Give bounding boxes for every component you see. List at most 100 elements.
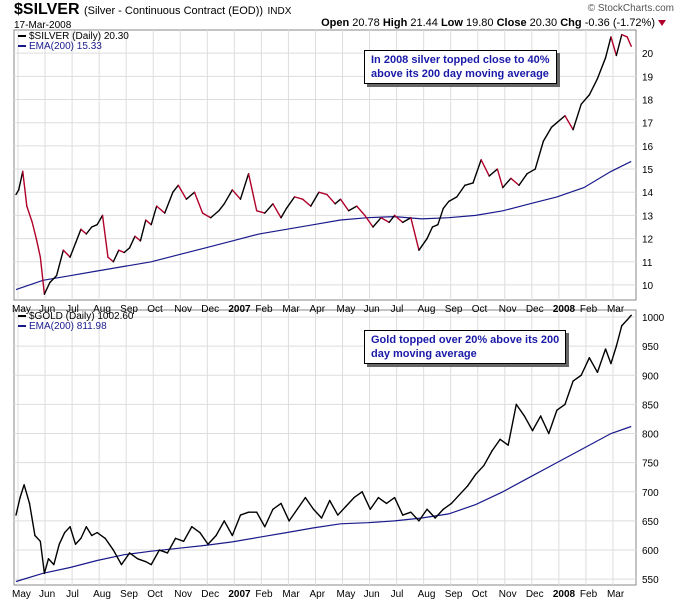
silver-price-segment xyxy=(464,182,474,186)
silver-price-segment xyxy=(69,242,77,258)
gold-price-segment xyxy=(199,531,209,545)
gold-y-tick-label: 900 xyxy=(642,371,659,382)
gold-price-segment xyxy=(442,502,453,510)
gold-price-segment xyxy=(58,531,66,545)
gold-price-segment xyxy=(128,552,139,560)
gold-price-segment xyxy=(174,537,185,543)
silver-x-tick-label: 2008 xyxy=(553,304,576,315)
gold-y-tick-label: 750 xyxy=(642,459,659,470)
gold-price-segment xyxy=(353,491,363,499)
gold-x-tick-label: Nov xyxy=(499,589,517,600)
silver-y-tick-label: 20 xyxy=(642,49,654,60)
gold-price-segment xyxy=(91,531,98,537)
silver-price-segment xyxy=(442,200,450,210)
gold-price-segment xyxy=(539,415,550,435)
gold-price-segment xyxy=(207,534,217,545)
silver-price-segment xyxy=(626,36,632,47)
silver-x-tick-label: Jun xyxy=(364,304,380,315)
gold-price-segment xyxy=(320,499,331,519)
silver-x-tick-label: Sep xyxy=(445,304,463,315)
silver-x-tick-label: Nov xyxy=(499,304,517,315)
gold-price-segment xyxy=(304,496,315,510)
silver-price-segment xyxy=(372,217,382,228)
quote-summary: Open 20.78 High 21.44 Low 19.80 Close 20… xyxy=(321,17,666,29)
silver-y-tick-label: 14 xyxy=(642,188,654,199)
silver-price-segment xyxy=(564,115,574,131)
gold-price-segment xyxy=(475,464,485,476)
gold-price-segment xyxy=(604,348,612,365)
silver-price-segment xyxy=(264,203,274,214)
gold-price-segment xyxy=(158,549,169,554)
gold-price-segment xyxy=(621,319,628,327)
gold-price-segment xyxy=(47,558,55,566)
silver-price-segment xyxy=(123,247,131,254)
silver-price-segment xyxy=(604,36,612,59)
gold-price-segment xyxy=(507,403,518,446)
silver-price-segment xyxy=(239,172,250,200)
silver-x-tick-label: Dec xyxy=(526,304,544,315)
gold-price-segment xyxy=(255,511,266,528)
gold-price-segment xyxy=(28,502,36,537)
gold-price-segment xyxy=(426,508,436,519)
silver-x-tick-label: Jul xyxy=(391,304,404,315)
gold-price-segment xyxy=(531,415,542,432)
silver-price-segment xyxy=(134,235,142,242)
silver-y-tick-label: 13 xyxy=(642,211,654,222)
gold-price-segment xyxy=(450,493,461,505)
gold-price-segment xyxy=(191,526,201,534)
silver-price-segment xyxy=(285,196,296,210)
gold-x-tick-label: Dec xyxy=(526,589,544,600)
silver-x-tick-label: Dec xyxy=(201,304,219,315)
stockcharts-credit: © StockCharts.com xyxy=(587,3,674,14)
silver-price-segment xyxy=(164,191,174,214)
gold-price-segment xyxy=(120,552,131,566)
silver-price-segment xyxy=(556,115,566,124)
silver-price-segment xyxy=(502,177,512,189)
silver-y-tick-label: 11 xyxy=(642,258,653,269)
silver-price-segment xyxy=(410,217,420,251)
gold-price-segment xyxy=(296,496,307,510)
gold-price-segment xyxy=(63,526,71,534)
silver-price-segment xyxy=(447,196,458,203)
low-value: 19.80 xyxy=(466,17,494,29)
silver-x-tick-label: Jul xyxy=(66,304,79,315)
gold-price-segment xyxy=(483,450,493,467)
silver-price-segment xyxy=(542,126,553,142)
silver-x-tick-label: Sep xyxy=(120,304,138,315)
gold-price-segment xyxy=(572,374,582,382)
gold-price-segment xyxy=(491,438,501,452)
silver-price-segment xyxy=(418,237,428,251)
gold-price-segment xyxy=(402,511,412,516)
gold-price-segment xyxy=(15,496,21,516)
gold-annotation-line-2: day moving average xyxy=(371,348,477,360)
silver-price-segment xyxy=(510,177,520,186)
open-value: 20.78 xyxy=(352,17,380,29)
gold-y-tick-label: 1000 xyxy=(642,313,665,324)
silver-price-segment xyxy=(496,168,504,189)
silver-x-tick-label: Feb xyxy=(580,304,598,315)
silver-price-segment xyxy=(96,214,104,226)
silver-y-tick-label: 15 xyxy=(642,165,654,176)
silver-price-segment xyxy=(310,191,320,207)
gold-price-segment xyxy=(34,534,42,543)
gold-price-segment xyxy=(410,511,420,522)
silver-annotation: In 2008 silver topped close to 40% above… xyxy=(364,50,557,84)
silver-y-tick-label: 18 xyxy=(642,96,654,107)
silver-price-segment xyxy=(150,205,158,226)
silver-price-segment xyxy=(26,205,33,224)
gold-price-segment xyxy=(166,537,177,554)
gold-x-tick-label: May xyxy=(337,589,356,600)
gold-y-tick-label: 550 xyxy=(642,575,659,586)
silver-y-tick-label: 12 xyxy=(642,235,654,246)
gold-x-tick-label: Sep xyxy=(120,589,138,600)
gold-price-segment xyxy=(361,491,371,510)
silver-price-segment xyxy=(139,219,147,242)
silver-y-tick-label: 16 xyxy=(642,142,654,153)
silver-price-segment xyxy=(572,103,582,131)
open-label: Open xyxy=(321,17,350,29)
silver-price-segment xyxy=(588,77,599,96)
gold-price-segment xyxy=(596,348,607,374)
silver-price-segment xyxy=(380,217,390,224)
gold-price-segment xyxy=(564,380,574,406)
chart-date: 17-Mar-2008 xyxy=(14,20,72,31)
